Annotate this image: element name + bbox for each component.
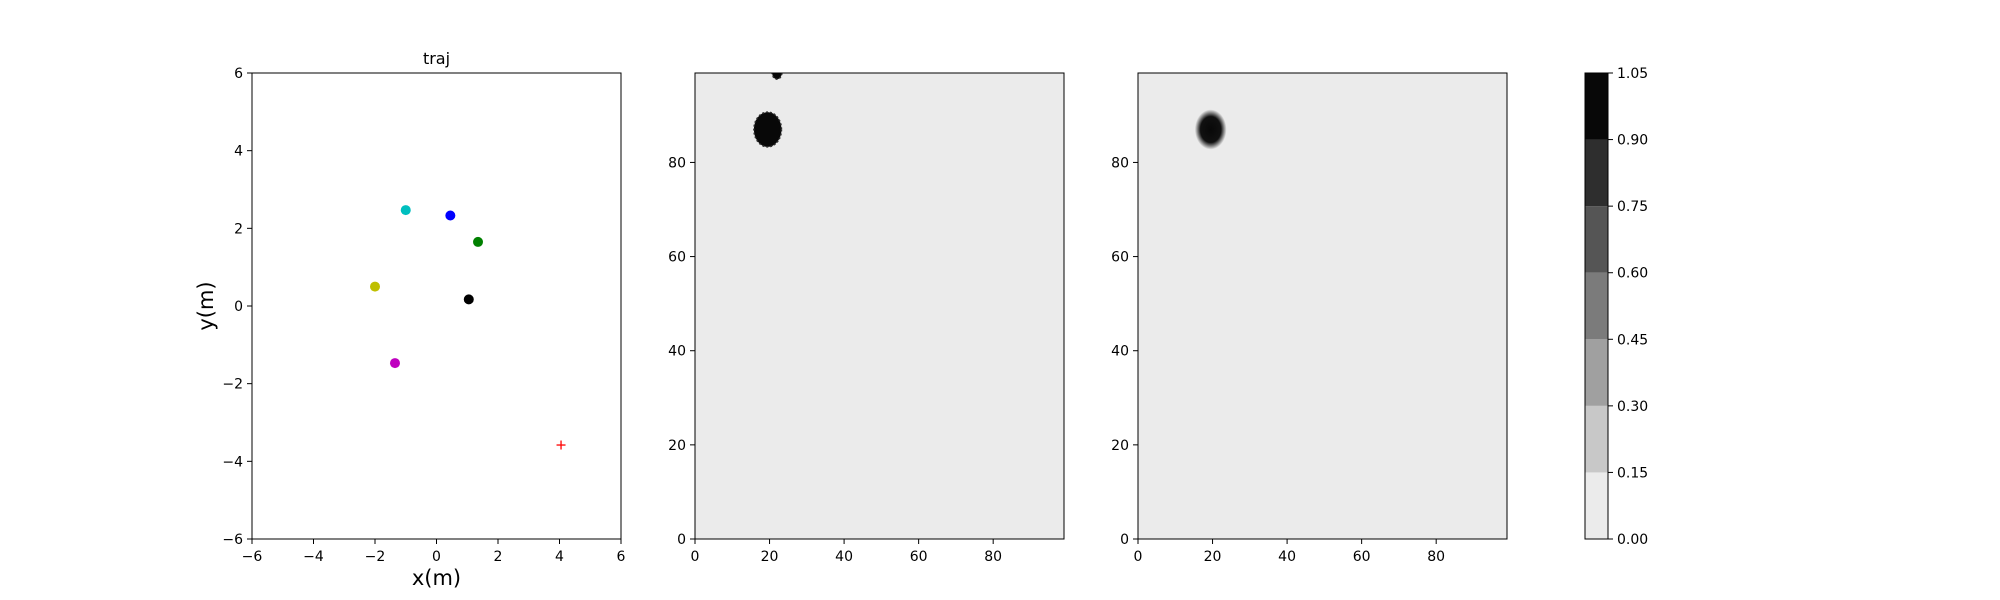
trajectory-x-tick-label: 6 xyxy=(617,549,626,565)
colorbar-band xyxy=(1585,272,1608,340)
colorbar-tick-label: 0.45 xyxy=(1617,332,1648,348)
colorbar-bands xyxy=(1585,73,1608,539)
occupancy-blob xyxy=(753,111,783,148)
heatmap-1-x-tick-label: 20 xyxy=(761,549,779,565)
occupancy-blob xyxy=(1194,109,1227,150)
trajectory-y-tick-label: −4 xyxy=(222,454,243,470)
heatmap-1-blobs xyxy=(753,73,783,148)
trajectory-point xyxy=(463,294,474,305)
heatmap-1-y-tick-label: 60 xyxy=(668,250,686,266)
heatmap-2-x-tick-label: 40 xyxy=(1278,549,1296,565)
trajectory-y-tick-label: 4 xyxy=(234,144,243,160)
heatmap-1-background xyxy=(695,73,1064,539)
colorbar: 0.00 0.15 0.30 0.45 0.60 0.75 0.90 1.05 xyxy=(1584,66,1648,548)
heatmap-1-y-tick-label: 40 xyxy=(668,344,686,360)
heatmap-1-x-tick-label: 40 xyxy=(835,549,853,565)
heatmap-1-x-ticks: 0 20 40 60 80 xyxy=(691,539,1002,565)
heatmap-2-x-tick-label: 0 xyxy=(1134,549,1143,565)
trajectory-x-tick-label: 0 xyxy=(432,549,441,565)
heatmap-panel-2: 0 20 40 60 80 0 20 40 60 80 xyxy=(1111,72,1508,565)
colorbar-band xyxy=(1585,206,1608,273)
heatmap-2-axes-frame xyxy=(1137,72,1508,540)
heatmap-2-x-tick-label: 20 xyxy=(1204,549,1222,565)
heatmap-2-y-ticks: 0 20 40 60 80 xyxy=(1111,155,1138,548)
heatmap-2-y-tick-label: 0 xyxy=(1120,532,1129,548)
heatmap-1-x-tick-label: 0 xyxy=(691,549,700,565)
colorbar-tick-label: 0.30 xyxy=(1617,399,1648,415)
colorbar-band xyxy=(1585,472,1608,539)
trajectory-point xyxy=(370,281,380,292)
colorbar-frame xyxy=(1584,72,1609,540)
heatmap-1-y-tick-label: 0 xyxy=(677,532,686,548)
heatmap-2-x-ticks: 0 20 40 60 80 xyxy=(1134,539,1445,565)
trajectory-y-tick-label: −2 xyxy=(222,377,243,393)
heatmap-1-axes-frame xyxy=(694,72,1065,540)
colorbar-band xyxy=(1585,339,1608,406)
trajectory-points xyxy=(370,205,566,450)
colorbar-tick-label: 0.15 xyxy=(1617,465,1648,481)
heatmap-1-y-tick-label: 80 xyxy=(668,155,686,171)
trajectory-point xyxy=(445,210,456,221)
colorbar-band xyxy=(1585,405,1608,473)
colorbar-band xyxy=(1585,73,1608,140)
trajectory-y-tick-label: 2 xyxy=(234,221,243,237)
heatmap-2-background xyxy=(1138,73,1507,539)
colorbar-ticks: 0.00 0.15 0.30 0.45 0.60 0.75 0.90 1.05 xyxy=(1608,66,1648,548)
occupancy-blob xyxy=(771,73,783,80)
trajectory-goal-marker xyxy=(556,440,566,450)
colorbar-band xyxy=(1585,139,1608,207)
heatmap-2-x-tick-label: 60 xyxy=(1353,549,1371,565)
colorbar-tick-label: 0.00 xyxy=(1617,532,1648,548)
trajectory-x-tick-label: −4 xyxy=(303,549,324,565)
heatmap-1-y-tick-label: 20 xyxy=(668,438,686,454)
trajectory-scatter-panel: −6 −4 −2 0 2 4 6 −6 −4 −2 0 2 4 6 traj x(m) y(m) xyxy=(194,49,626,590)
heatmap-panel-1: 0 20 40 60 80 0 20 40 60 80 xyxy=(668,72,1065,565)
trajectory-x-tick-label: −6 xyxy=(242,549,263,565)
colorbar-tick-label: 1.05 xyxy=(1617,66,1648,82)
trajectory-point xyxy=(389,358,400,369)
trajectory-y-ticks: −6 −4 −2 0 2 4 6 xyxy=(222,66,252,548)
trajectory-x-tick-label: 4 xyxy=(555,549,564,565)
trajectory-y-axis-label: y(m) xyxy=(194,281,218,330)
trajectory-plot-area xyxy=(252,73,621,539)
heatmap-1-x-tick-label: 60 xyxy=(910,549,928,565)
trajectory-x-axis-label: x(m) xyxy=(412,566,461,590)
heatmap-2-y-tick-label: 20 xyxy=(1111,438,1129,454)
colorbar-tick-label: 0.75 xyxy=(1617,199,1648,215)
colorbar-tick-label: 0.60 xyxy=(1617,266,1648,282)
heatmap-1-x-tick-label: 80 xyxy=(984,549,1002,565)
heatmap-2-blobs xyxy=(1194,109,1227,150)
trajectory-x-tick-label: 2 xyxy=(494,549,503,565)
trajectory-x-tick-label: −2 xyxy=(365,549,386,565)
trajectory-y-tick-label: −6 xyxy=(222,532,243,548)
heatmap-2-y-tick-label: 40 xyxy=(1111,344,1129,360)
trajectory-y-tick-label: 6 xyxy=(234,66,243,82)
heatmap-2-y-tick-label: 60 xyxy=(1111,250,1129,266)
trajectory-point xyxy=(400,205,411,216)
trajectory-x-ticks: −6 −4 −2 0 2 4 6 xyxy=(242,539,626,565)
trajectory-point xyxy=(473,236,484,247)
heatmap-2-x-tick-label: 80 xyxy=(1427,549,1445,565)
colorbar-tick-label: 0.90 xyxy=(1617,133,1648,149)
trajectory-y-tick-label: 0 xyxy=(234,299,243,315)
heatmap-2-y-tick-label: 80 xyxy=(1111,155,1129,171)
heatmap-1-y-ticks: 0 20 40 60 80 xyxy=(668,155,695,548)
trajectory-title: traj xyxy=(423,49,450,68)
